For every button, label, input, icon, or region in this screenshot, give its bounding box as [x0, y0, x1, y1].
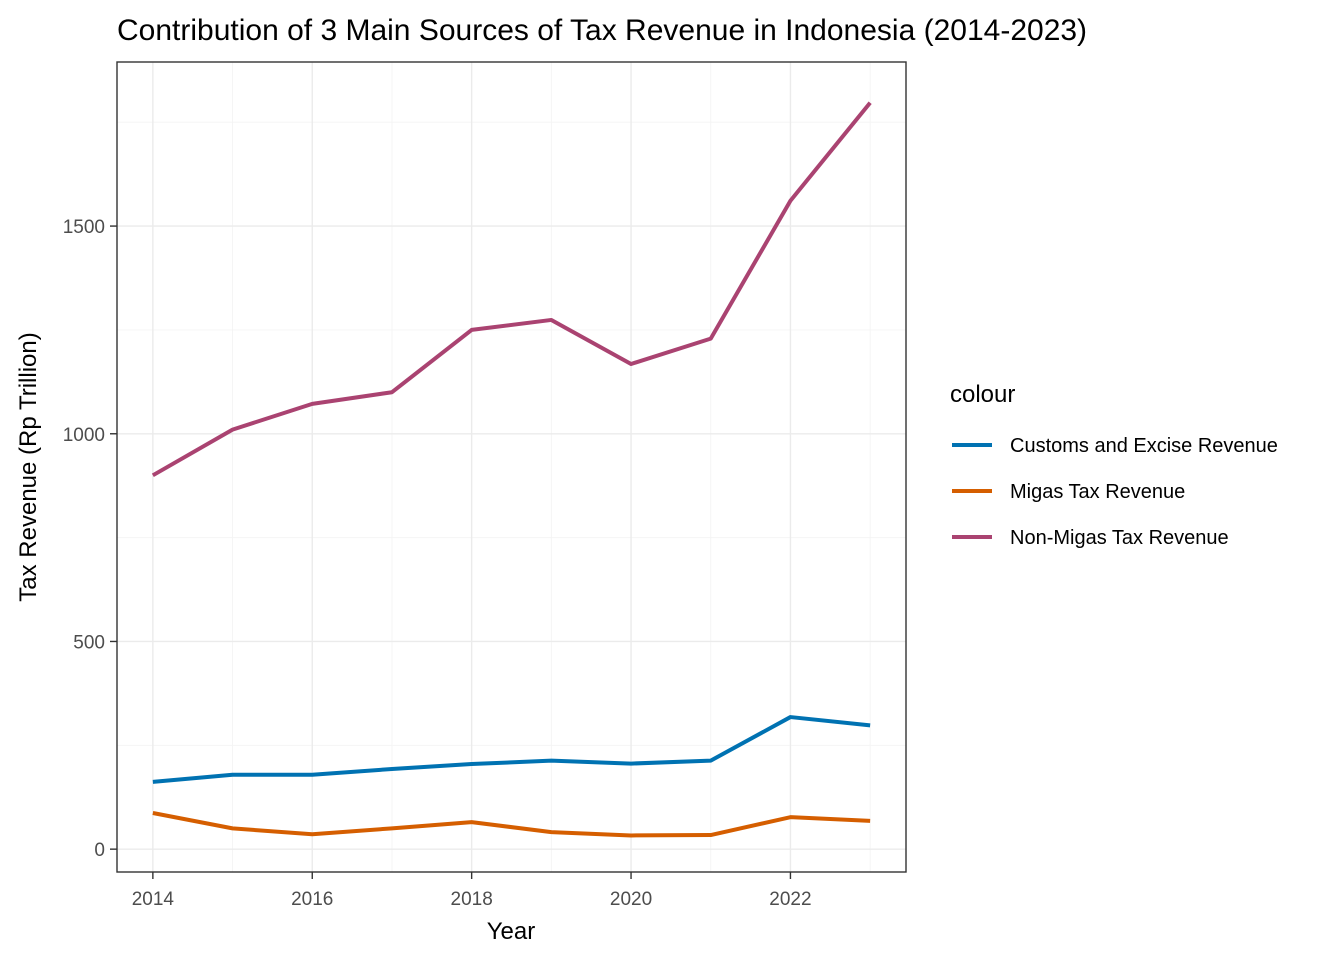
- y-axis-title: Tax Revenue (Rp Trillion): [15, 332, 42, 601]
- y-tick-label: 1000: [63, 425, 105, 446]
- x-tick-label: 2018: [451, 889, 493, 910]
- gridlines: [117, 62, 906, 872]
- series-lines: [151, 101, 872, 838]
- series-line-non-migas-tax-revenue: [151, 101, 872, 478]
- legend-label: Migas Tax Revenue: [1010, 481, 1185, 503]
- x-axis: 2014 2016 2018 2020 2022: [132, 872, 812, 910]
- legend: colour Customs and Excise Revenue Migas T…: [950, 381, 1278, 549]
- x-axis-title: Year: [487, 918, 536, 945]
- x-tick-label: 2022: [769, 889, 811, 910]
- y-axis: 0 500 1000 1500: [63, 217, 117, 861]
- legend-label: Non-Migas Tax Revenue: [1010, 527, 1229, 549]
- legend-title: colour: [950, 381, 1015, 408]
- x-tick-label: 2016: [291, 889, 333, 910]
- series-line-customs-and-excise-revenue: [152, 715, 871, 784]
- series-line-migas-tax-revenue: [152, 811, 871, 838]
- panel-border: [116, 61, 907, 873]
- legend-label: Customs and Excise Revenue: [1010, 435, 1278, 457]
- y-tick-label: 500: [73, 632, 105, 653]
- chart-title: Contribution of 3 Main Sources of Tax Re…: [117, 14, 1087, 47]
- x-tick-label: 2014: [132, 889, 175, 910]
- x-tick-label: 2020: [610, 889, 652, 910]
- y-tick-label: 0: [94, 840, 105, 861]
- y-tick-label: 1500: [63, 217, 105, 238]
